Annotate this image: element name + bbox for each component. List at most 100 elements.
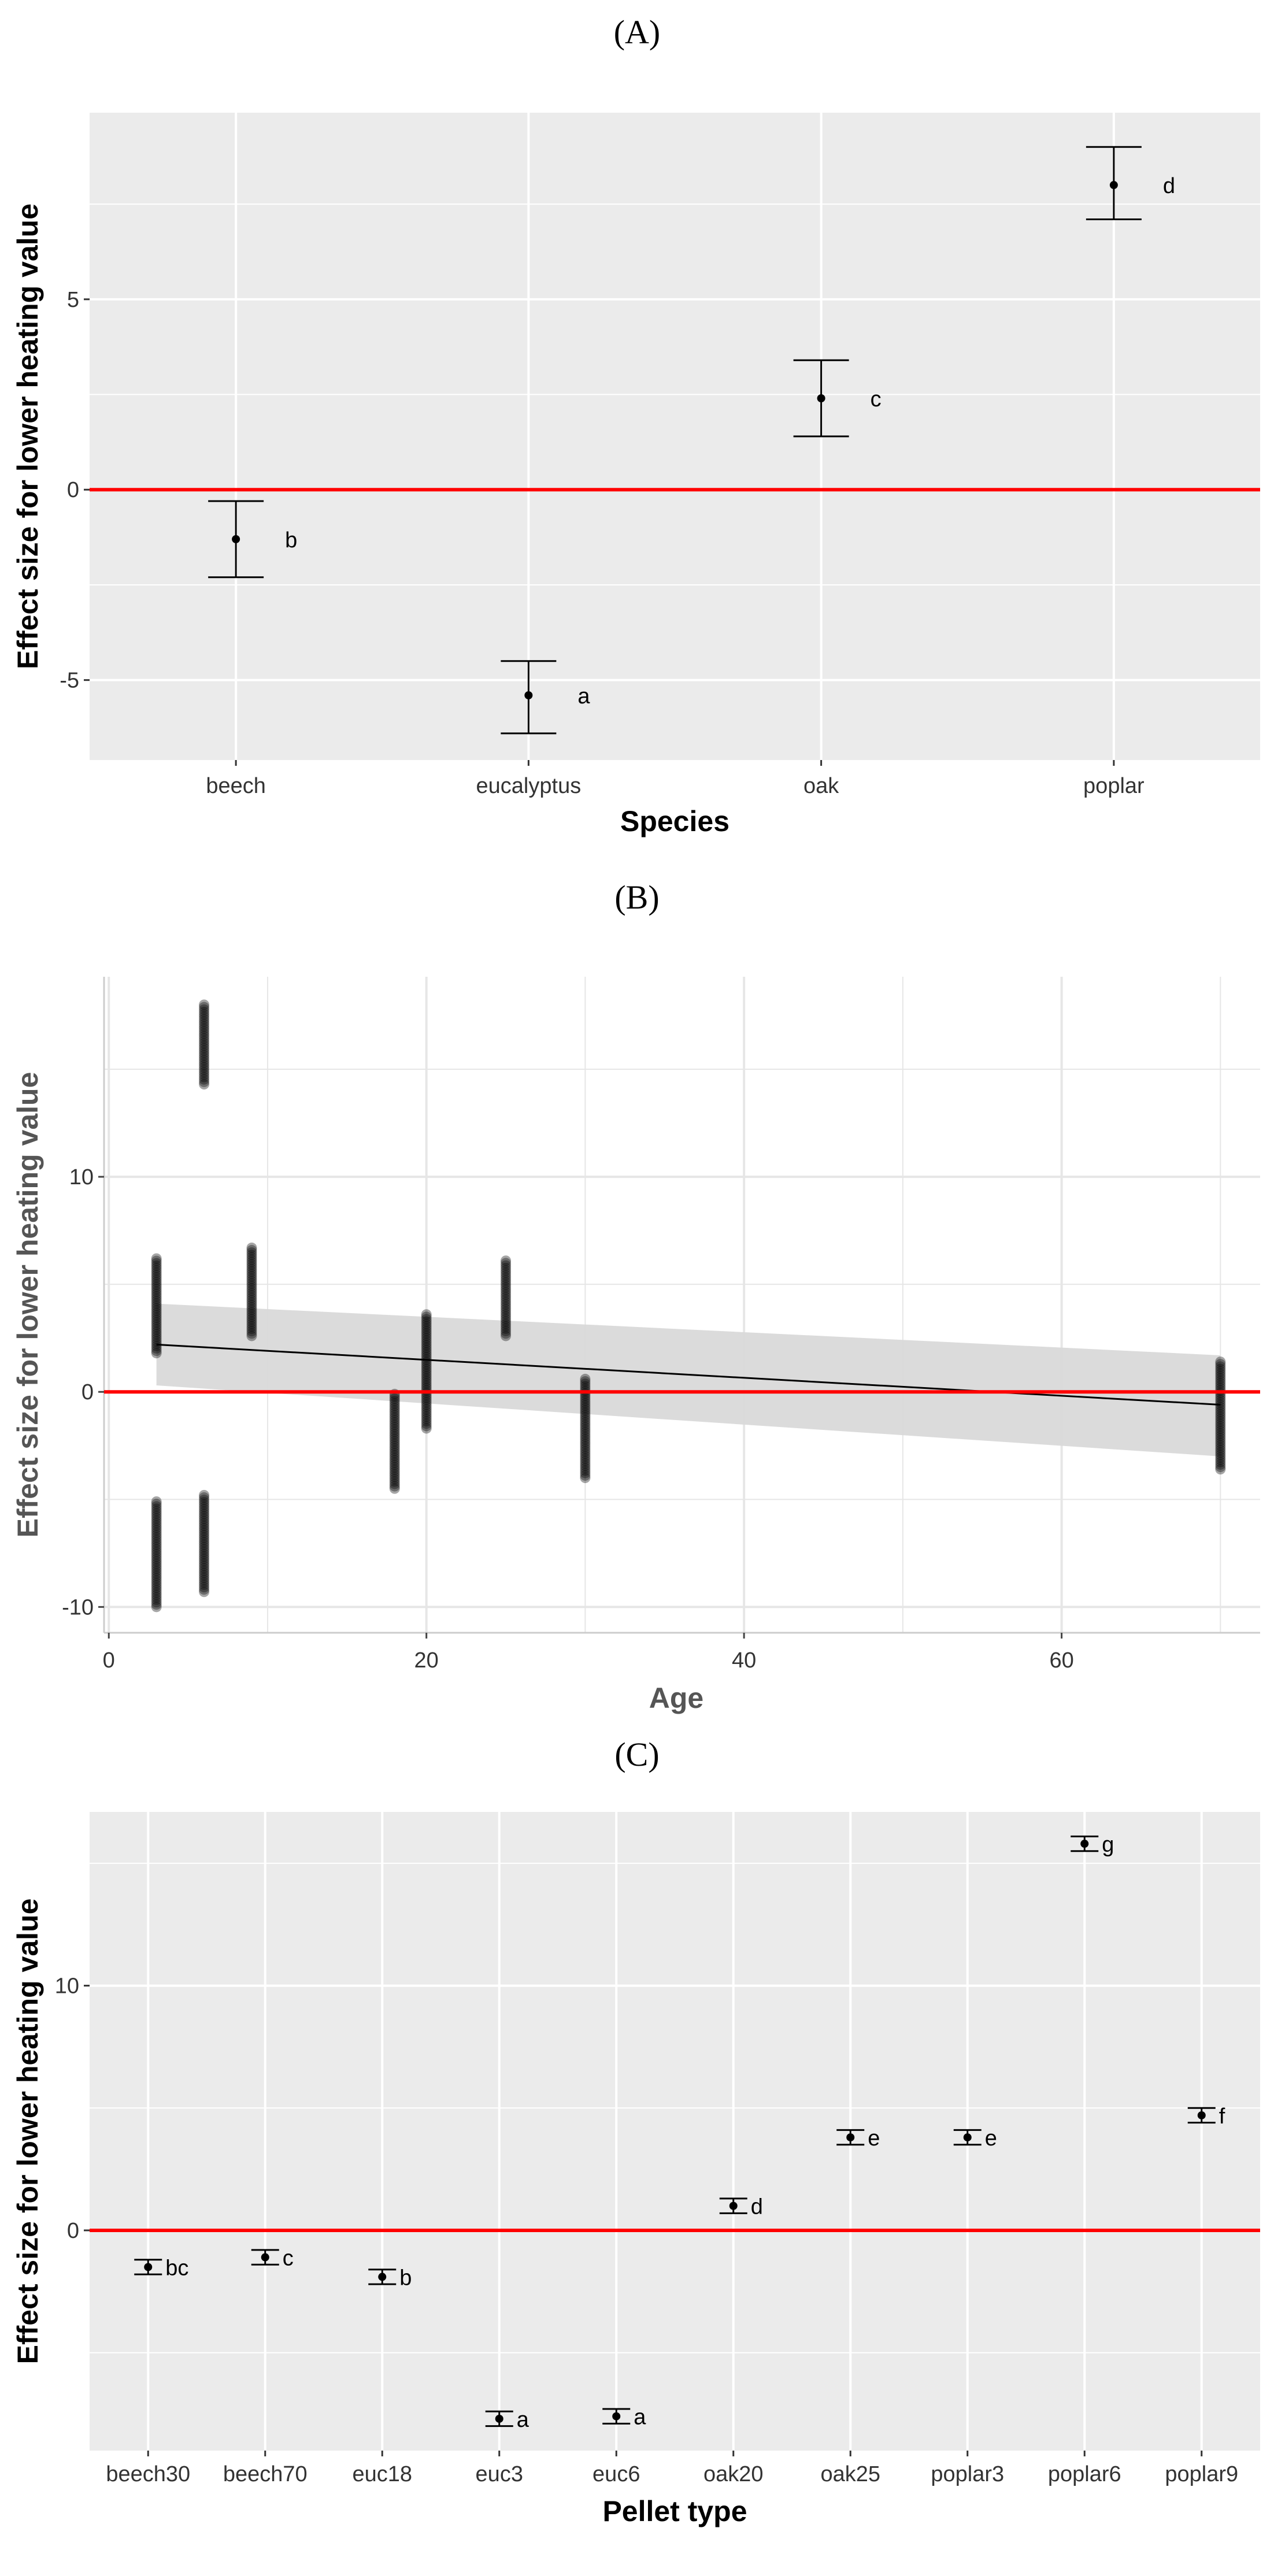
data-point [199, 1033, 210, 1044]
data-point [1215, 1356, 1226, 1367]
data-point [151, 1568, 162, 1579]
data-point [421, 1392, 432, 1403]
data-point [580, 1393, 591, 1404]
data-point [151, 1547, 162, 1558]
data-point [580, 1376, 591, 1387]
data-point [501, 1272, 512, 1283]
data-point [199, 1499, 210, 1510]
data-point [151, 1265, 162, 1276]
data-point [199, 1544, 210, 1555]
x-tick-label: poplar [1083, 774, 1145, 798]
data-point [389, 1436, 400, 1447]
panel-2: bc beech30 c beech70 b euc18 a euc3 a euc6 d oak20 e… [12, 1736, 1260, 2527]
data-point [246, 1269, 257, 1280]
data-point [421, 1366, 432, 1377]
data-point [389, 1407, 400, 1418]
data-point [501, 1292, 512, 1303]
data-point [1215, 1445, 1226, 1456]
data-points [151, 999, 1226, 1613]
data-point [580, 1463, 591, 1474]
data-point [421, 1330, 432, 1341]
data-point [246, 1263, 257, 1274]
data-point [151, 1277, 162, 1288]
data-point [151, 1284, 162, 1295]
data-point [199, 1541, 210, 1552]
data-point [246, 1321, 257, 1332]
error-bar: a [602, 2405, 646, 2430]
data-point [501, 1306, 512, 1317]
data-point [199, 1489, 210, 1500]
data-point [199, 1565, 210, 1576]
data-point [389, 1448, 400, 1459]
data-point [389, 1443, 400, 1454]
data-point [580, 1426, 591, 1437]
data-point [389, 1478, 400, 1489]
data-point [199, 1535, 210, 1545]
data-point [199, 1038, 210, 1049]
panel-label: (C) [614, 1736, 659, 1773]
data-point [199, 1508, 210, 1519]
data-point [199, 1006, 210, 1017]
data-point [501, 1289, 512, 1300]
estimate-point [261, 2253, 269, 2262]
y-tick-label: 0 [82, 1380, 94, 1404]
data-point [246, 1254, 257, 1265]
data-point [580, 1441, 591, 1452]
data-point [389, 1483, 400, 1494]
data-point [199, 1079, 210, 1090]
data-point [151, 1501, 162, 1512]
data-point [389, 1396, 400, 1407]
x-tick-label: 0 [103, 1648, 115, 1673]
data-point [151, 1322, 162, 1333]
data-point [151, 1348, 162, 1359]
data-point [246, 1328, 257, 1339]
data-point [1215, 1447, 1226, 1458]
data-point [151, 1561, 162, 1571]
estimate-point [232, 535, 240, 543]
data-point [501, 1302, 512, 1313]
data-point [421, 1311, 432, 1322]
data-point [199, 1530, 210, 1541]
data-point [151, 1580, 162, 1591]
data-point [1215, 1428, 1226, 1439]
data-point [246, 1297, 257, 1308]
data-point [199, 1067, 210, 1078]
data-point [580, 1412, 591, 1423]
data-point [246, 1261, 257, 1272]
data-point [199, 1069, 210, 1080]
data-point [199, 1026, 210, 1037]
data-point [199, 1502, 210, 1513]
estimate-point [846, 2133, 855, 2142]
data-point [421, 1321, 432, 1332]
data-point [389, 1417, 400, 1428]
data-point [389, 1398, 400, 1409]
data-point [151, 1324, 162, 1335]
data-point [580, 1422, 591, 1433]
x-axis-title: Age [649, 1682, 703, 1714]
data-point [199, 1513, 210, 1524]
data-point [199, 1518, 210, 1529]
data-point [151, 1260, 162, 1271]
data-point [151, 1515, 162, 1526]
data-point [421, 1344, 432, 1355]
data-point [151, 1310, 162, 1321]
data-point [501, 1270, 512, 1281]
data-point [151, 1288, 162, 1299]
x-tick-label: 40 [732, 1648, 756, 1673]
data-point [389, 1438, 400, 1449]
data-point [580, 1419, 591, 1430]
group-label: c [283, 2247, 294, 2271]
y-tick-label: 5 [67, 288, 79, 312]
data-point [151, 1343, 162, 1354]
estimate-point [817, 394, 825, 403]
data-point [421, 1376, 432, 1387]
data-point [151, 1270, 162, 1281]
data-point [151, 1314, 162, 1325]
data-point [1215, 1442, 1226, 1453]
data-point [421, 1323, 432, 1334]
data-point [199, 1035, 210, 1046]
data-point [151, 1333, 162, 1344]
data-point [151, 1340, 162, 1351]
data-point [199, 1043, 210, 1054]
data-point [151, 1541, 162, 1552]
